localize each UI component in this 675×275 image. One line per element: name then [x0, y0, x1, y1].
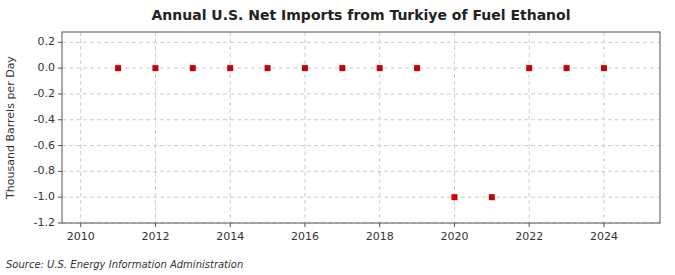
- grid-line: [62, 197, 660, 198]
- tick-label: 2014: [216, 230, 244, 243]
- data-point: [302, 65, 308, 71]
- grid-line: [230, 32, 231, 223]
- tick-mark: [80, 223, 81, 227]
- grid-line: [304, 32, 305, 223]
- tick-label: 2020: [440, 230, 468, 243]
- tick-mark: [454, 223, 455, 227]
- grid-line: [62, 42, 660, 43]
- data-point: [377, 65, 383, 71]
- tick-label: 2022: [515, 230, 543, 243]
- data-point: [265, 65, 271, 71]
- tick-label: 0.0: [38, 61, 56, 74]
- tick-mark: [304, 223, 305, 227]
- grid-line: [603, 32, 604, 223]
- tick-mark: [58, 42, 62, 43]
- plot-area: [62, 32, 660, 223]
- y-axis-label: Thousand Barrels per Day: [4, 56, 17, 200]
- plot-frame: [62, 32, 660, 223]
- tick-mark: [379, 223, 380, 227]
- tick-label: -1.0: [34, 190, 55, 203]
- grid-line: [379, 32, 380, 223]
- data-point: [489, 194, 495, 200]
- data-point: [115, 65, 121, 71]
- tick-mark: [58, 119, 62, 120]
- tick-label: 2018: [366, 230, 394, 243]
- tick-label: -0.8: [34, 164, 55, 177]
- tick-mark: [58, 145, 62, 146]
- tick-label: 2012: [141, 230, 169, 243]
- grid-line: [62, 93, 660, 94]
- tick-label: -0.4: [34, 113, 55, 126]
- grid-line: [62, 171, 660, 172]
- grid-line: [80, 32, 81, 223]
- data-point: [564, 65, 570, 71]
- tick-mark: [58, 197, 62, 198]
- tick-label: 2010: [67, 230, 95, 243]
- tick-mark: [58, 171, 62, 172]
- tick-label: 2024: [590, 230, 618, 243]
- data-point: [601, 65, 607, 71]
- tick-mark: [155, 223, 156, 227]
- axes: 0.2 0.0 -0.2 -0.4 -0.6 -0.8 -1.0 -1.2 2010 2012 20…: [34, 32, 660, 243]
- tick-label: 0.2: [38, 35, 56, 48]
- data-point: [152, 65, 158, 71]
- title: Annual U.S. Net Imports from Turkiye of …: [151, 7, 570, 23]
- tick-mark: [58, 93, 62, 94]
- tick-label: 2016: [291, 230, 319, 243]
- grid-line: [62, 145, 660, 146]
- tick-mark: [603, 223, 604, 227]
- tick-label: -0.6: [34, 139, 55, 152]
- tick-label: -0.2: [34, 87, 55, 100]
- tick-label: -1.2: [34, 216, 55, 229]
- grid-line: [155, 32, 156, 223]
- chart: 0.2 0.0 -0.2 -0.4 -0.6 -0.8 -1.0 -1.2 2010 2012 20…: [0, 0, 675, 275]
- data-point: [451, 194, 457, 200]
- grid: [62, 32, 660, 223]
- data-point: [227, 65, 233, 71]
- tick-mark: [230, 223, 231, 227]
- grid-line: [62, 119, 660, 120]
- grid-line: [529, 32, 530, 223]
- annotation: Source: U.S. Energy Information Administ…: [6, 259, 243, 270]
- tick-mark: [58, 68, 62, 69]
- data-point: [339, 65, 345, 71]
- data-point: [526, 65, 532, 71]
- tick-mark: [58, 223, 62, 224]
- data-point: [414, 65, 420, 71]
- markers: [115, 65, 607, 200]
- grid-line: [62, 68, 660, 69]
- data-point: [190, 65, 196, 71]
- tick-mark: [529, 223, 530, 227]
